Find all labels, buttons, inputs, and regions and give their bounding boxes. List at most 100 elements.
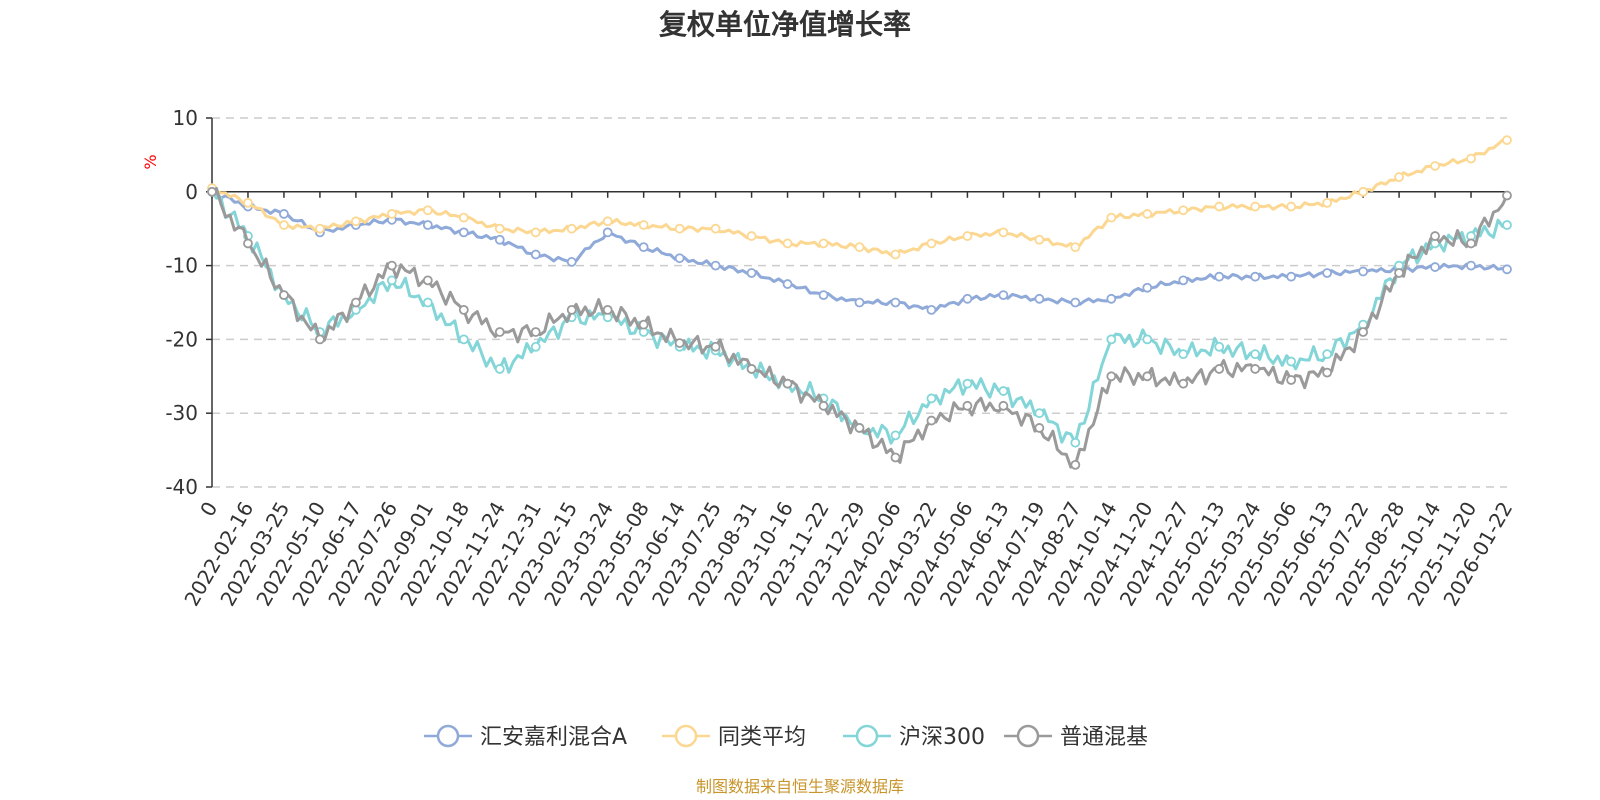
data-point [962, 231, 973, 241]
grid-lines [212, 117, 1507, 488]
data-point [710, 223, 721, 234]
data-point [674, 223, 685, 234]
data-point [1214, 364, 1225, 374]
legend-item-1[interactable]: 同类平均 [662, 724, 806, 750]
data-point [1430, 231, 1440, 241]
data-point [1250, 364, 1261, 374]
data-point [1502, 190, 1512, 201]
data-point [1106, 371, 1117, 382]
data-point [279, 209, 289, 219]
data-point [1286, 356, 1297, 367]
data-point [638, 242, 649, 253]
data-point [926, 238, 937, 249]
data-point [710, 260, 721, 271]
data-point [494, 223, 505, 234]
data-point [458, 227, 469, 238]
data-point [1322, 349, 1333, 360]
data-point [962, 378, 973, 389]
data-point [279, 290, 289, 301]
legend-item-3[interactable]: 普通混基 [1004, 724, 1148, 750]
data-point [1070, 297, 1081, 308]
data-point [890, 430, 901, 441]
data-point [926, 415, 937, 426]
data-point [1214, 201, 1225, 212]
data-point [746, 364, 757, 374]
x-tick-label: 0 [195, 498, 222, 521]
data-point [1358, 327, 1369, 337]
data-point [1430, 161, 1440, 171]
data-point [818, 400, 829, 411]
data-point [1322, 268, 1333, 278]
data-point [1430, 262, 1440, 272]
legend-label: 同类平均 [718, 725, 806, 750]
data-point [386, 275, 397, 286]
data-point [890, 297, 901, 308]
data-point [458, 334, 469, 345]
data-point [818, 238, 829, 249]
data-point [854, 242, 865, 253]
data-point [998, 290, 1009, 301]
data-point [1466, 260, 1476, 271]
data-point [1358, 186, 1369, 197]
y-tick-label: -10 [165, 254, 198, 278]
data-point [530, 341, 541, 352]
data-point [494, 327, 505, 337]
data-point [458, 212, 469, 223]
y-tick-label: 10 [173, 106, 198, 130]
data-point [1286, 271, 1297, 282]
data-point [962, 293, 973, 304]
legend-label: 沪深300 [899, 725, 985, 750]
data-point [1394, 268, 1404, 278]
data-point [890, 452, 901, 463]
data-point [422, 220, 433, 230]
data-point [530, 227, 541, 238]
data-point [890, 249, 901, 260]
data-point [1106, 334, 1117, 345]
data-point [602, 216, 613, 227]
data-point [1142, 371, 1153, 382]
data-point [1106, 293, 1117, 304]
data-point [1286, 201, 1297, 212]
data-point [1178, 205, 1189, 216]
data-point [998, 227, 1009, 238]
data-point [1250, 349, 1261, 360]
data-point [674, 338, 685, 348]
data-point [386, 209, 397, 219]
data-point [458, 304, 469, 315]
data-point [566, 257, 577, 267]
y-tick-label: -30 [165, 401, 198, 425]
data-point [602, 227, 613, 238]
legend-item-0[interactable]: 汇安嘉利混合A [424, 724, 627, 750]
data-point [243, 197, 253, 208]
data-point [1070, 437, 1081, 448]
data-point [746, 268, 757, 278]
y-tick-labels: 10 0 -10 -20 -30 -40 [165, 106, 198, 499]
data-point [1394, 172, 1404, 182]
legend-label: 汇安嘉利混合A [480, 725, 627, 750]
data-point [1358, 266, 1369, 277]
data-point [746, 231, 757, 241]
legend-item-2[interactable]: 沪深300 [843, 724, 985, 750]
data-point [854, 423, 865, 433]
y-tick-label: -20 [165, 327, 198, 351]
data-point [207, 186, 217, 197]
data-point [1142, 334, 1153, 345]
y-tick-label: 0 [185, 180, 198, 204]
data-point [818, 290, 829, 301]
data-point [494, 234, 505, 245]
x-tick-labels: 02022-02-162022-03-252022-05-102022-06-1… [179, 498, 1517, 611]
data-point [1106, 212, 1117, 223]
series-lines [207, 135, 1512, 470]
legend: 汇安嘉利混合A 同类平均 沪深300 普通混基 [424, 724, 1148, 750]
data-point [350, 297, 361, 308]
data-point [422, 275, 433, 286]
series-line-2 [210, 190, 1508, 445]
source-note: 制图数据来自恒生聚源数据库 [696, 777, 904, 796]
data-point [422, 205, 433, 216]
data-point [1502, 264, 1512, 275]
data-point [566, 304, 577, 315]
data-point [710, 341, 721, 352]
data-point [1178, 349, 1189, 360]
y-axis-unit-label: % [141, 154, 160, 169]
